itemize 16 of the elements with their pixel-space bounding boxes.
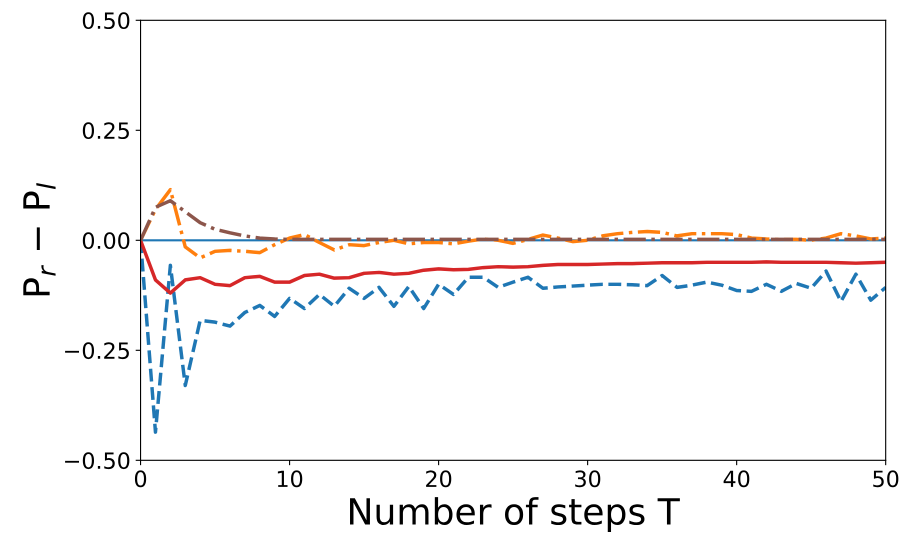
y-tick-label: 0.50 xyxy=(82,12,130,30)
y-axis-title: P$_{r}$ − P$_{l}$ xyxy=(23,183,56,296)
y-tick-label: 0.25 xyxy=(82,122,129,140)
y-tick-label: −0.25 xyxy=(65,342,129,360)
line-series xyxy=(140,198,886,242)
x-tick-label: 40 xyxy=(724,470,750,488)
x-tick-label: 10 xyxy=(278,470,302,488)
line-series xyxy=(140,188,886,260)
x-tick-label: 50 xyxy=(873,470,898,488)
x-tick-label: 30 xyxy=(575,470,600,488)
x-tick-label: 20 xyxy=(426,470,452,488)
y-tick-label: 0.00 xyxy=(82,232,130,250)
x-axis-title: Number of steps T xyxy=(350,497,680,532)
y-tick-label: −0.50 xyxy=(65,452,130,470)
x-tick-label: 0 xyxy=(134,470,146,488)
line-series xyxy=(140,238,886,295)
